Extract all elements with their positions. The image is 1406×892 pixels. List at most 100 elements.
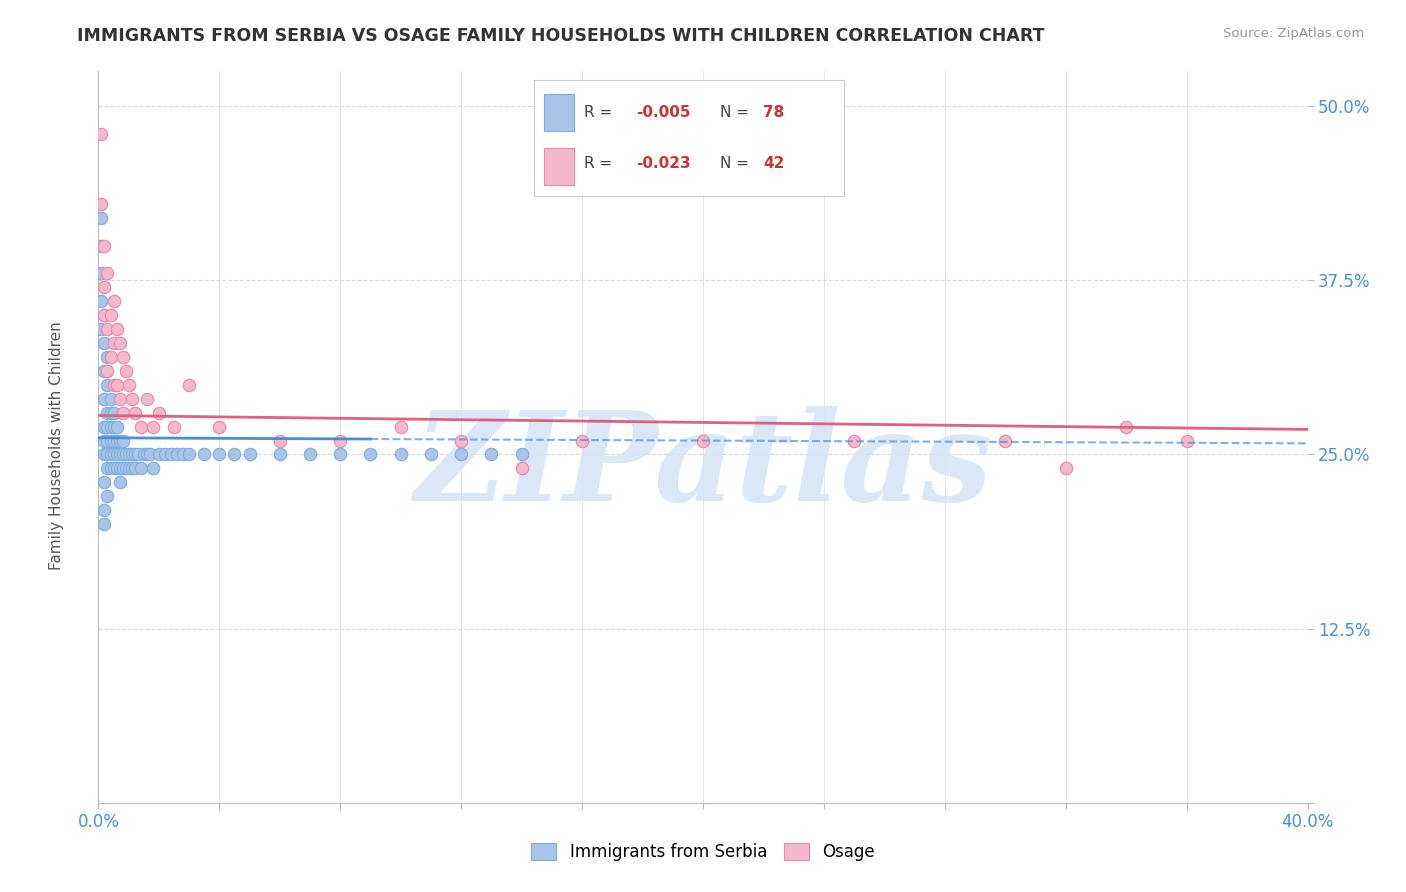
Point: [105, 419, 128, 434]
Point: [96, 489, 118, 503]
Point: [692, 434, 714, 448]
Point: [96, 461, 118, 475]
FancyBboxPatch shape: [544, 95, 575, 131]
Point: [100, 461, 122, 475]
Point: [329, 448, 352, 462]
Point: [103, 294, 125, 309]
Point: [96, 266, 118, 280]
Point: [389, 419, 412, 434]
Point: [844, 434, 866, 448]
Text: R =: R =: [583, 105, 617, 120]
Point: [114, 364, 136, 378]
Point: [481, 448, 503, 462]
Text: N =: N =: [720, 156, 754, 171]
Point: [96, 434, 118, 448]
Point: [111, 461, 134, 475]
Point: [93, 280, 115, 294]
Point: [269, 448, 291, 462]
Point: [179, 448, 201, 462]
Point: [96, 406, 118, 420]
Point: [105, 434, 128, 448]
Point: [90, 238, 112, 252]
Point: [105, 322, 128, 336]
Point: [100, 448, 122, 462]
Point: [135, 448, 157, 462]
Point: [103, 461, 125, 475]
Point: [360, 448, 382, 462]
Point: [103, 448, 125, 462]
FancyBboxPatch shape: [544, 147, 575, 185]
Point: [93, 475, 115, 490]
Point: [148, 406, 170, 420]
Text: R =: R =: [583, 156, 617, 171]
Point: [166, 448, 188, 462]
Text: Family Households with Children: Family Households with Children: [49, 322, 63, 570]
Point: [118, 461, 141, 475]
Point: [103, 434, 125, 448]
Point: [100, 406, 122, 420]
Point: [450, 448, 472, 462]
Point: [148, 448, 170, 462]
Point: [121, 461, 143, 475]
Point: [129, 461, 152, 475]
Point: [571, 434, 593, 448]
Point: [299, 448, 322, 462]
Text: ZIPatlas: ZIPatlas: [413, 406, 993, 527]
Text: IMMIGRANTS FROM SERBIA VS OSAGE FAMILY HOUSEHOLDS WITH CHILDREN CORRELATION CHAR: IMMIGRANTS FROM SERBIA VS OSAGE FAMILY H…: [77, 27, 1045, 45]
Point: [124, 461, 146, 475]
Point: [124, 448, 146, 462]
Point: [100, 308, 122, 322]
Point: [108, 434, 131, 448]
Text: 42: 42: [763, 156, 785, 171]
Point: [96, 322, 118, 336]
Point: [90, 294, 112, 309]
Point: [239, 448, 262, 462]
Point: [90, 266, 112, 280]
Point: [118, 377, 141, 392]
Point: [103, 377, 125, 392]
Point: [224, 448, 246, 462]
Point: [135, 392, 157, 406]
Point: [93, 308, 115, 322]
Point: [103, 406, 125, 420]
Point: [108, 461, 131, 475]
Point: [124, 406, 146, 420]
Text: -0.005: -0.005: [637, 105, 690, 120]
Point: [193, 448, 215, 462]
Point: [450, 434, 472, 448]
Point: [1054, 461, 1077, 475]
Point: [90, 127, 112, 141]
Point: [93, 336, 115, 351]
Point: [121, 392, 143, 406]
Point: [179, 377, 201, 392]
Point: [96, 448, 118, 462]
Point: [114, 461, 136, 475]
Point: [510, 461, 533, 475]
Point: [93, 448, 115, 462]
Point: [420, 448, 443, 462]
Point: [93, 392, 115, 406]
Point: [127, 448, 149, 462]
Point: [1175, 434, 1198, 448]
Point: [172, 448, 194, 462]
Point: [103, 419, 125, 434]
Point: [100, 350, 122, 364]
Point: [96, 364, 118, 378]
Point: [93, 434, 115, 448]
Point: [111, 434, 134, 448]
Point: [208, 419, 231, 434]
Legend: Immigrants from Serbia, Osage: Immigrants from Serbia, Osage: [524, 836, 882, 868]
Point: [93, 517, 115, 532]
Point: [90, 211, 112, 225]
Point: [100, 392, 122, 406]
Text: 78: 78: [763, 105, 785, 120]
Point: [389, 448, 412, 462]
Point: [129, 419, 152, 434]
Point: [269, 434, 291, 448]
Point: [93, 238, 115, 252]
Point: [121, 448, 143, 462]
Point: [93, 364, 115, 378]
Point: [108, 475, 131, 490]
Point: [132, 448, 155, 462]
Point: [90, 196, 112, 211]
